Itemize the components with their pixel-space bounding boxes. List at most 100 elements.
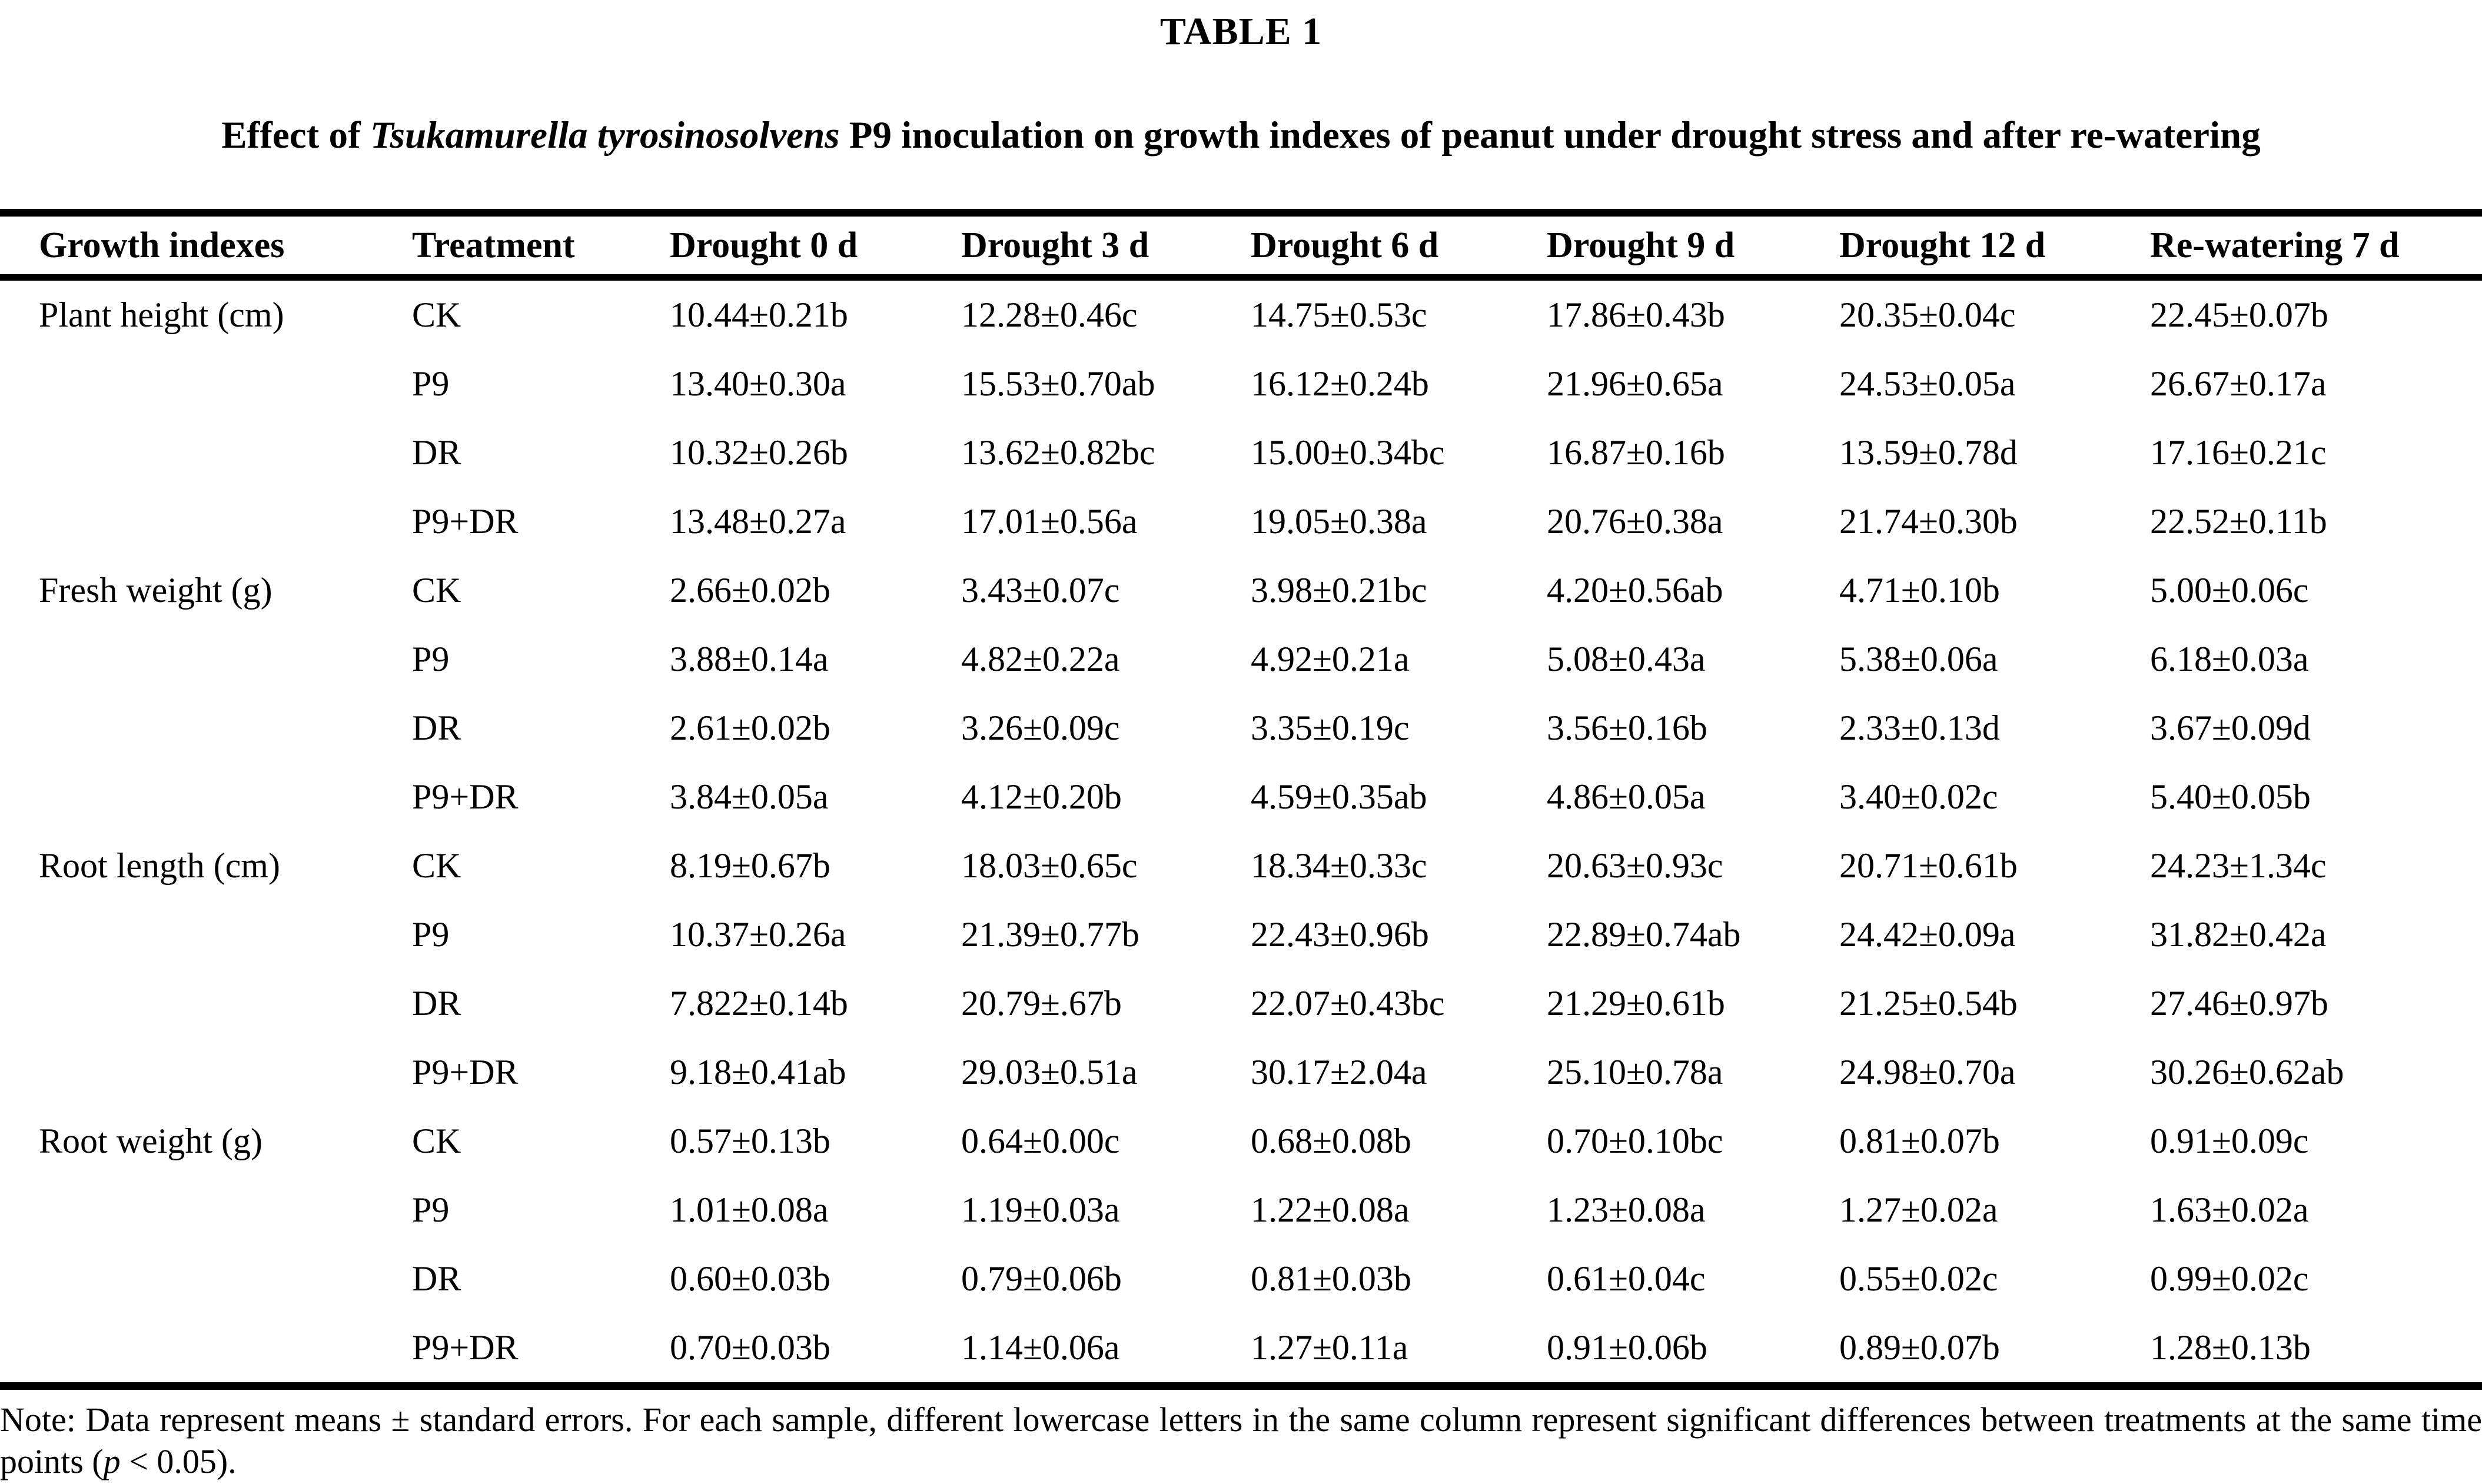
treatment-cell: P9 xyxy=(412,915,450,954)
value-cell: 0.70±0.03b xyxy=(670,1328,830,1367)
treatment-cell: CK xyxy=(412,571,461,610)
row-group-label xyxy=(0,900,412,969)
value-cell: 3.98±0.21bc xyxy=(1251,571,1427,610)
treatment-cell: DR xyxy=(412,1259,461,1299)
caption-text-before: Effect of xyxy=(221,114,370,157)
value-cell: 5.38±0.06a xyxy=(1839,640,1998,679)
value-cell: 1.27±0.02a xyxy=(1839,1190,1998,1230)
row-group-label xyxy=(0,694,412,763)
table-label: TABLE 1 xyxy=(1159,10,1323,53)
value-cell: 0.79±0.06b xyxy=(961,1259,1122,1299)
row-group-label xyxy=(0,625,412,694)
table-caption: Effect of Tsukamurella tyrosinosolvens P… xyxy=(0,112,2482,158)
value-cell: 9.18±0.41ab xyxy=(670,1053,846,1092)
treatment-cell: P9+DR xyxy=(412,1053,519,1092)
treatment-cell: CK xyxy=(412,846,461,886)
value-cell: 4.12±0.20b xyxy=(961,777,1122,817)
table-row: P9 1.01±0.08a 1.19±0.03a 1.22±0.08a 1.23… xyxy=(0,1176,2482,1245)
value-cell: 3.67±0.09d xyxy=(2150,708,2311,748)
value-cell: 13.48±0.27a xyxy=(670,502,846,541)
value-cell: 22.43±0.96b xyxy=(1251,915,1429,954)
value-cell: 10.44±0.21b xyxy=(670,295,848,335)
column-header-treatment: Treatment xyxy=(412,225,575,265)
table-row: DR 7.822±0.14b 20.79±.67b 22.07±0.43bc 2… xyxy=(0,969,2482,1038)
value-cell: 4.20±0.56ab xyxy=(1547,571,1723,610)
value-cell: 21.39±0.77b xyxy=(961,915,1139,954)
value-cell: 1.27±0.11a xyxy=(1251,1328,1408,1367)
value-cell: 1.28±0.13b xyxy=(2150,1328,2311,1367)
value-cell: 3.40±0.02c xyxy=(1839,777,1998,817)
treatment-cell: DR xyxy=(412,708,461,748)
treatment-cell: P9+DR xyxy=(412,1328,519,1367)
value-cell: 24.23±1.34c xyxy=(2150,846,2327,886)
value-cell: 0.61±0.04c xyxy=(1547,1259,1706,1299)
table-row: P9 13.40±0.30a 15.53±0.70ab 16.12±0.24b … xyxy=(0,350,2482,418)
column-header-drought-0d: Drought 0 d xyxy=(670,225,858,265)
value-cell: 13.59±0.78d xyxy=(1839,433,2018,473)
table-row: DR 10.32±0.26b 13.62±0.82bc 15.00±0.34bc… xyxy=(0,418,2482,487)
value-cell: 3.56±0.16b xyxy=(1547,708,1707,748)
value-cell: 18.03±0.65c xyxy=(961,846,1138,886)
value-cell: 22.52±0.11b xyxy=(2150,502,2327,541)
value-cell: 20.35±0.04c xyxy=(1839,295,2016,335)
value-cell: 24.98±0.70a xyxy=(1839,1053,2016,1092)
value-cell: 22.89±0.74ab xyxy=(1547,915,1741,954)
value-cell: 3.35±0.19c xyxy=(1251,708,1410,748)
value-cell: 20.79±.67b xyxy=(961,984,1122,1023)
value-cell: 2.33±0.13d xyxy=(1839,708,2000,748)
column-header-growth-indexes: Growth indexes xyxy=(39,225,285,265)
table-row: DR 2.61±0.02b 3.26±0.09c 3.35±0.19c 3.56… xyxy=(0,694,2482,763)
column-header-drought-3d: Drought 3 d xyxy=(961,225,1149,265)
value-cell: 4.59±0.35ab xyxy=(1251,777,1427,817)
value-cell: 17.86±0.43b xyxy=(1547,295,1725,335)
table-row: P9+DR 13.48±0.27a 17.01±0.56a 19.05±0.38… xyxy=(0,487,2482,556)
note-text-after: < 0.05). xyxy=(120,1442,237,1480)
value-cell: 0.57±0.13b xyxy=(670,1122,830,1161)
value-cell: 4.82±0.22a xyxy=(961,640,1120,679)
value-cell: 30.17±2.04a xyxy=(1251,1053,1427,1092)
value-cell: 0.91±0.06b xyxy=(1547,1328,1707,1367)
value-cell: 0.99±0.02c xyxy=(2150,1259,2309,1299)
value-cell: 1.19±0.03a xyxy=(961,1190,1120,1230)
value-cell: 3.84±0.05a xyxy=(670,777,829,817)
treatment-cell: CK xyxy=(412,1122,461,1161)
treatment-cell: DR xyxy=(412,433,461,473)
value-cell: 0.70±0.10bc xyxy=(1547,1122,1723,1161)
value-cell: 2.61±0.02b xyxy=(670,708,830,748)
value-cell: 1.01±0.08a xyxy=(670,1190,829,1230)
table-row: Fresh weight (g) CK 2.66±0.02b 3.43±0.07… xyxy=(0,556,2482,625)
value-cell: 21.25±0.54b xyxy=(1839,984,2018,1023)
column-header-drought-9d: Drought 9 d xyxy=(1547,225,1735,265)
treatment-cell: P9+DR xyxy=(412,502,519,541)
value-cell: 25.10±0.78a xyxy=(1547,1053,1723,1092)
treatment-cell: P9 xyxy=(412,640,450,679)
row-group-label: Fresh weight (g) xyxy=(39,571,273,610)
value-cell: 0.60±0.03b xyxy=(670,1259,830,1299)
row-group-label: Root length (cm) xyxy=(39,846,280,886)
value-cell: 17.01±0.56a xyxy=(961,502,1138,541)
value-cell: 1.22±0.08a xyxy=(1251,1190,1410,1230)
value-cell: 17.16±0.21c xyxy=(2150,433,2327,473)
row-group-label xyxy=(0,487,412,556)
value-cell: 27.46±0.97b xyxy=(2150,984,2328,1023)
value-cell: 5.08±0.43a xyxy=(1547,640,1706,679)
column-header-drought-6d: Drought 6 d xyxy=(1251,225,1439,265)
table-row: P9 3.88±0.14a 4.82±0.22a 4.92±0.21a 5.08… xyxy=(0,625,2482,694)
value-cell: 0.68±0.08b xyxy=(1251,1122,1411,1161)
row-group-label xyxy=(0,1313,412,1386)
value-cell: 1.23±0.08a xyxy=(1547,1190,1706,1230)
value-cell: 0.91±0.09c xyxy=(2150,1122,2309,1161)
treatment-cell: DR xyxy=(412,984,461,1023)
value-cell: 6.18±0.03a xyxy=(2150,640,2309,679)
row-group-label xyxy=(0,350,412,418)
value-cell: 16.87±0.16b xyxy=(1547,433,1725,473)
table-row: P9+DR 3.84±0.05a 4.12±0.20b 4.59±0.35ab … xyxy=(0,763,2482,831)
caption-species-name: Tsukamurella tyrosinosolvens xyxy=(370,114,840,157)
value-cell: 13.62±0.82bc xyxy=(961,433,1155,473)
value-cell: 20.63±0.93c xyxy=(1547,846,1723,886)
treatment-cell: P9 xyxy=(412,1190,450,1230)
value-cell: 7.822±0.14b xyxy=(670,984,848,1023)
value-cell: 19.05±0.38a xyxy=(1251,502,1427,541)
table-row: DR 0.60±0.03b 0.79±0.06b 0.81±0.03b 0.61… xyxy=(0,1245,2482,1313)
